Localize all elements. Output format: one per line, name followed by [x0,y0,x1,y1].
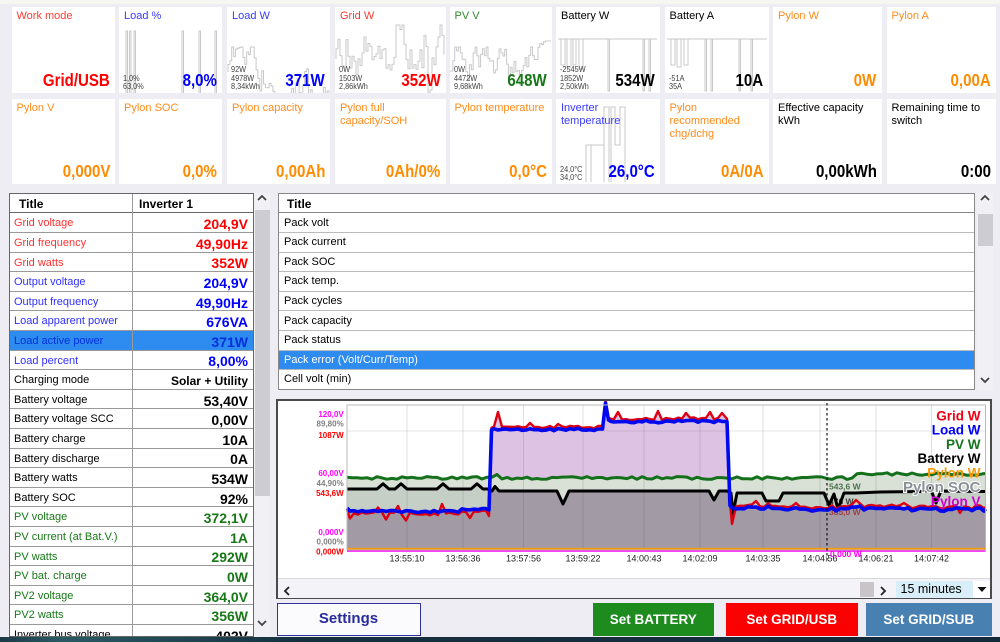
svg-text:14:04:56: 14:04:56 [802,553,837,563]
svg-text:PV W: PV W [946,437,981,452]
svg-text:Pylon SOC: Pylon SOC [903,479,981,496]
svg-text:Pylon W: Pylon W [927,466,981,481]
svg-text:0,000 W: 0,000 W [830,549,863,559]
svg-text:120,0V: 120,0V [318,410,344,419]
svg-text:60,00V: 60,00V [318,469,344,478]
svg-text:0,000W: 0,000W [316,548,344,557]
svg-text:0,000V: 0,000V [318,528,344,537]
svg-text:13:55:10: 13:55:10 [389,553,424,563]
svg-text:Grid W: Grid W [936,408,981,423]
svg-text:0,000%: 0,000% [317,538,344,547]
svg-text:Pylon V: Pylon V [931,494,981,509]
svg-text:Load W: Load W [932,423,981,438]
svg-text:1087W: 1087W [318,431,344,440]
svg-text:14:07:42: 14:07:42 [914,553,949,563]
svg-text:385,0 W: 385,0 W [829,507,862,517]
svg-text:13:57:56: 13:57:56 [506,553,541,563]
svg-text:543,6 W: 543,6 W [829,482,862,492]
svg-text:Battery W: Battery W [917,451,980,466]
svg-text:44,90%: 44,90% [317,479,344,488]
svg-text:543,6W: 543,6W [316,489,344,498]
svg-text:13:59:22: 13:59:22 [565,553,600,563]
svg-text:13:56:36: 13:56:36 [445,553,480,563]
svg-text:89,80%: 89,80% [317,420,344,429]
svg-text:14:06:21: 14:06:21 [858,553,893,563]
svg-text:14:03:35: 14:03:35 [745,553,780,563]
svg-text:14:00:43: 14:00:43 [626,553,661,563]
svg-text:14:02:09: 14:02:09 [682,553,717,563]
